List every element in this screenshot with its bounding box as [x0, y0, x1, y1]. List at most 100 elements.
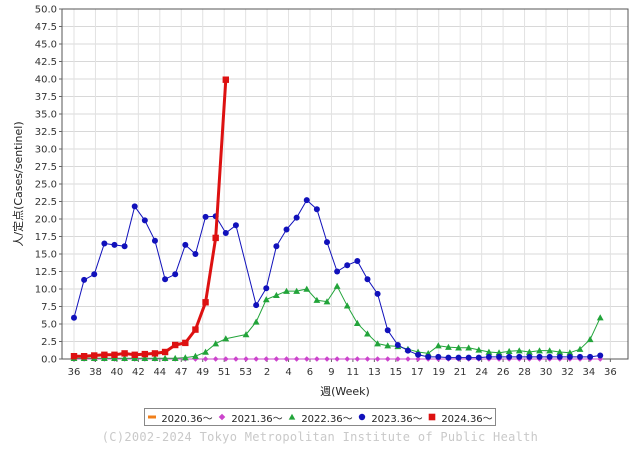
data-point: [516, 353, 523, 360]
y-tick-label: 27.5: [35, 162, 57, 173]
chart-legend: 2020.36～ 2021.36～ 2022.36～ 2023.36～ 2024.36～: [144, 408, 496, 426]
data-point: [121, 354, 128, 362]
series-group: [70, 76, 604, 362]
data-point: [151, 237, 158, 244]
data-point: [212, 356, 219, 362]
x-tick-label: 53: [239, 367, 252, 378]
legend-swatch: [148, 415, 157, 419]
data-point: [353, 319, 361, 327]
copyright-text: (C)2002-2024 Tokyo Metropolitan Institut…: [101, 430, 539, 444]
data-point: [455, 344, 462, 351]
data-point: [121, 350, 128, 357]
data-point: [202, 299, 209, 306]
y-tick-label: 40.0: [35, 75, 57, 86]
y-tick-label: 17.5: [35, 232, 57, 243]
x-tick-label: 9: [328, 367, 334, 378]
data-point: [566, 349, 574, 356]
y-tick-label: 37.5: [35, 92, 57, 103]
legend-label: 2024.36～: [441, 413, 493, 425]
data-point: [141, 354, 149, 362]
x-tick-label: 24: [475, 367, 488, 378]
data-point: [597, 352, 604, 359]
data-point: [283, 356, 290, 362]
data-point: [172, 271, 179, 278]
y-tick-label: 22.5: [35, 197, 57, 208]
data-point: [546, 347, 554, 354]
data-point: [202, 348, 209, 355]
y-axis-ticks: 0.0 2.5 5.0 7.5 10.0 12.5 15.0 17.5 20.0 22.5 25.0…: [35, 5, 62, 366]
x-tick-label: 44: [153, 367, 166, 378]
data-point: [313, 296, 321, 303]
legend-item: 2023.36～: [357, 410, 423, 425]
data-point: [283, 226, 290, 233]
data-point: [171, 354, 179, 362]
data-point: [405, 356, 411, 362]
data-point: [71, 314, 77, 321]
series-2023.36～: [71, 197, 604, 361]
data-point: [536, 353, 543, 360]
data-point: [354, 258, 361, 264]
data-point: [263, 285, 270, 292]
data-point: [212, 234, 219, 242]
data-point: [465, 344, 473, 351]
legend-label: 2020.36～: [161, 413, 213, 425]
y-axis-label: 人/定点(Cases/sentinel): [11, 121, 25, 246]
data-point: [91, 352, 98, 359]
data-point: [222, 335, 230, 342]
legend-swatch: [429, 413, 436, 421]
data-point: [314, 356, 320, 362]
x-tick-label: 26: [497, 367, 510, 378]
data-point: [161, 354, 169, 362]
data-point: [587, 353, 594, 360]
data-point: [253, 356, 259, 362]
y-tick-label: 47.5: [35, 22, 57, 33]
data-point: [374, 356, 381, 362]
y-tick-label: 30.0: [35, 145, 57, 156]
legend-label: 2023.36～: [371, 413, 423, 425]
data-point: [202, 356, 209, 362]
data-point: [485, 353, 492, 360]
legend-item: 2020.36～: [147, 410, 213, 425]
y-tick-label: 12.5: [35, 267, 57, 278]
data-point: [415, 356, 421, 362]
data-point: [242, 331, 250, 338]
x-tick-label: 13: [368, 367, 381, 378]
data-point: [273, 243, 280, 250]
x-tick-label: 17: [411, 367, 424, 378]
x-tick-label: 30: [540, 367, 553, 378]
data-point: [445, 354, 452, 361]
x-tick-label: 42: [132, 367, 145, 378]
grid-lines: [62, 8, 628, 360]
x-tick-label: 2: [264, 367, 270, 378]
x-tick-label: 47: [175, 367, 188, 378]
data-point: [293, 287, 301, 294]
data-point: [526, 348, 533, 355]
data-point: [202, 213, 209, 220]
data-point: [182, 339, 189, 347]
x-tick-label: 34: [583, 367, 596, 378]
data-point: [343, 302, 351, 309]
data-point: [344, 356, 351, 362]
data-point: [232, 222, 239, 229]
data-point: [212, 340, 220, 347]
y-tick-label: 50.0: [35, 5, 57, 16]
y-tick-label: 2.5: [41, 337, 57, 348]
data-point: [162, 276, 169, 283]
x-axis-label: 週(Week): [320, 385, 370, 398]
series-2024.36～: [70, 76, 229, 360]
data-point: [364, 356, 371, 362]
data-point: [333, 282, 341, 289]
y-tick-label: 7.5: [41, 302, 57, 313]
data-point: [435, 353, 442, 360]
data-point: [111, 351, 118, 358]
legend-item: 2022.36～: [287, 410, 353, 425]
legend-swatch: [359, 413, 366, 421]
data-point: [577, 353, 583, 360]
data-point: [283, 287, 290, 294]
data-point: [262, 296, 270, 303]
data-point: [384, 327, 391, 334]
data-point: [344, 262, 351, 269]
data-point: [148, 415, 157, 419]
y-tick-label: 32.5: [35, 127, 57, 138]
data-point: [81, 276, 88, 283]
